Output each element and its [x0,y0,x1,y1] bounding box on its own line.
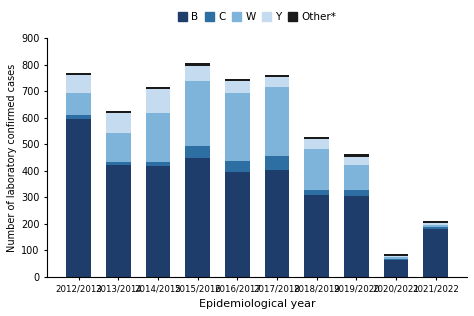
Bar [66,119,91,277]
Bar [264,170,289,277]
Bar [264,156,289,170]
Bar [384,256,408,257]
Bar [423,229,448,277]
Bar [66,115,91,119]
Bar [423,227,448,229]
Bar [146,166,170,277]
Bar [146,162,170,166]
Bar [264,75,289,77]
Bar [146,89,170,113]
Bar [264,87,289,156]
Bar [344,190,369,196]
Bar [225,161,250,172]
Bar [185,146,210,158]
Bar [185,64,210,66]
Bar [225,172,250,277]
Bar [66,73,91,75]
Bar [384,260,408,277]
Bar [384,257,408,259]
Bar [344,165,369,190]
Bar [264,77,289,87]
Bar [66,75,91,93]
Bar [423,225,448,227]
Bar [344,157,369,165]
Bar [225,79,250,82]
Bar [423,221,448,223]
Bar [185,66,210,81]
Bar [146,87,170,89]
Bar [384,259,408,260]
Bar [225,94,250,161]
Bar [66,93,91,115]
Bar [304,137,329,139]
Bar [106,165,131,277]
Bar [106,113,131,133]
Bar [146,113,170,162]
Bar [304,149,329,190]
Bar [344,196,369,277]
Bar [185,158,210,277]
Bar [304,190,329,196]
Bar [423,223,448,225]
X-axis label: Epidemiological year: Epidemiological year [199,299,316,309]
Bar [304,139,329,149]
Bar [225,82,250,94]
Bar [384,254,408,256]
Bar [106,162,131,165]
Bar [106,133,131,162]
Bar [106,111,131,113]
Legend: B, C, W, Y, Other*: B, C, W, Y, Other* [173,8,341,26]
Bar [185,81,210,146]
Bar [344,154,369,157]
Bar [304,196,329,277]
Y-axis label: Number of laboratory confirmed cases: Number of laboratory confirmed cases [7,64,17,252]
